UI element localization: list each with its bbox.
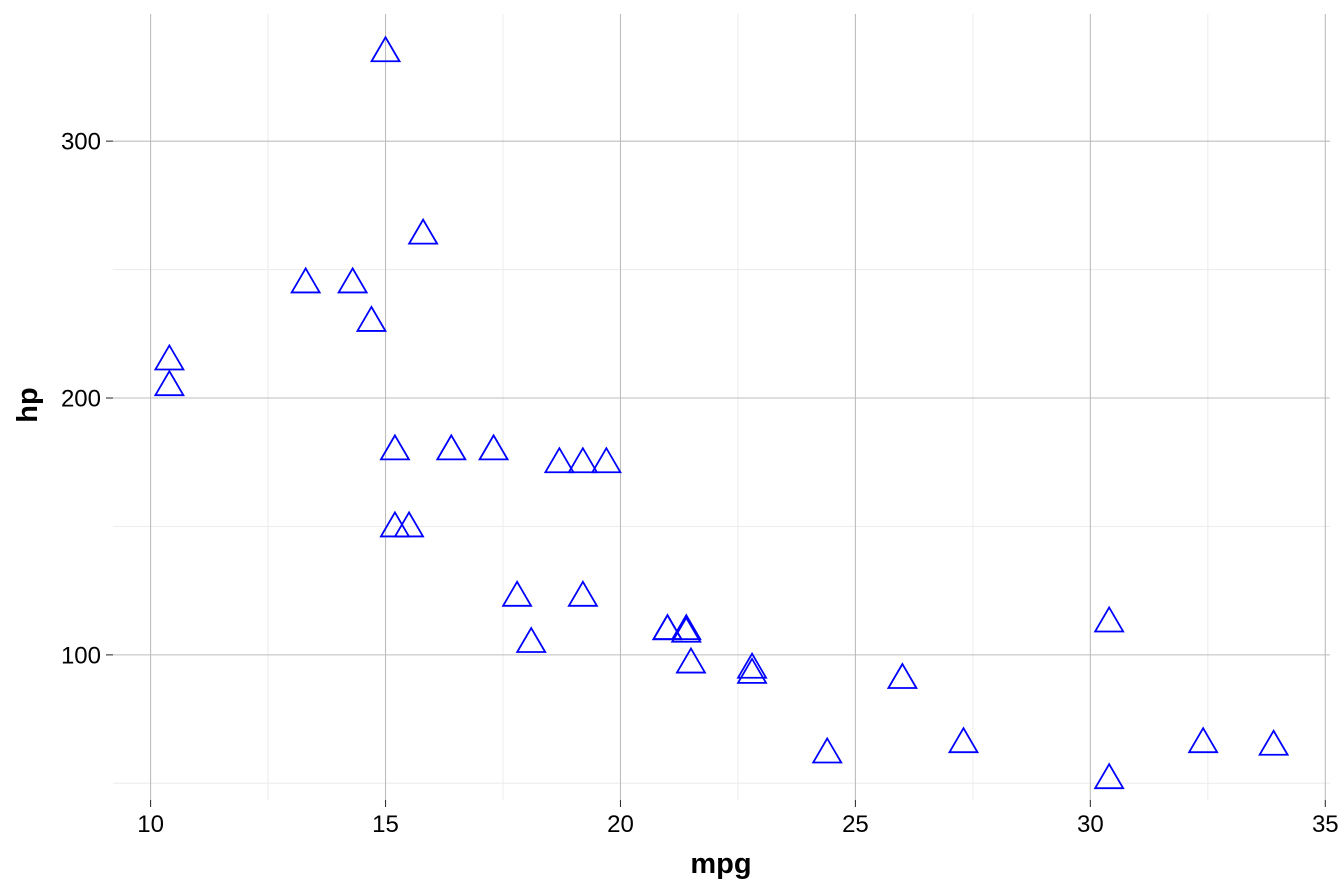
y-axis-tick-labels: 100 200 300 [61,129,101,670]
data-point-triangle [670,615,702,643]
data-point-triangle [515,626,547,653]
minor-gridlines [113,14,1330,800]
data-point-triangle [379,510,411,538]
data-point-triangle [393,510,425,538]
data-point-triangle [478,433,510,461]
x-tick-label: 15 [372,811,399,838]
data-point-triangle [567,580,599,607]
data-point-triangle [355,305,388,332]
data-point-triangle [736,657,768,684]
data-point-triangle [736,651,768,679]
data-point-triangle [811,736,843,764]
data-point-triangle [290,266,322,294]
x-tick-label: 20 [607,811,634,838]
data-point-triangle [369,35,402,63]
x-tick-label: 25 [842,811,869,838]
data-point-triangle [651,613,684,641]
data-point-triangle [153,343,185,371]
data-points [153,35,1290,790]
data-point-triangle [153,369,185,397]
y-tick-label: 200 [61,386,101,413]
data-point-triangle [379,433,411,461]
data-point-triangle [337,266,369,294]
y-tick-label: 300 [61,129,101,156]
data-point-triangle [947,726,980,754]
data-point-triangle [651,613,684,641]
x-tick-label: 10 [137,811,164,838]
data-point-triangle [675,646,707,674]
x-tick-label: 35 [1312,811,1339,838]
data-point-triangle [543,446,575,474]
major-gridlines [113,14,1330,800]
x-axis-tick-labels: 10 15 20 25 30 35 [137,811,1338,838]
data-point-triangle [435,433,467,461]
data-point-triangle [1258,728,1290,756]
y-tick-label: 100 [61,642,101,669]
data-point-triangle [1187,726,1219,754]
data-point-triangle [407,217,439,245]
data-point-triangle [1093,605,1125,633]
x-tick-label: 30 [1077,811,1104,838]
data-point-triangle [590,446,622,474]
data-point-triangle [886,662,918,689]
data-point-triangle [1093,762,1125,790]
data-point-triangle [567,446,599,474]
data-point-triangle [670,613,702,641]
x-axis-title: mpg [690,848,751,880]
data-point-triangle [501,580,533,607]
y-axis-title: hp [12,387,44,422]
axis-tick-marks [106,140,1326,807]
